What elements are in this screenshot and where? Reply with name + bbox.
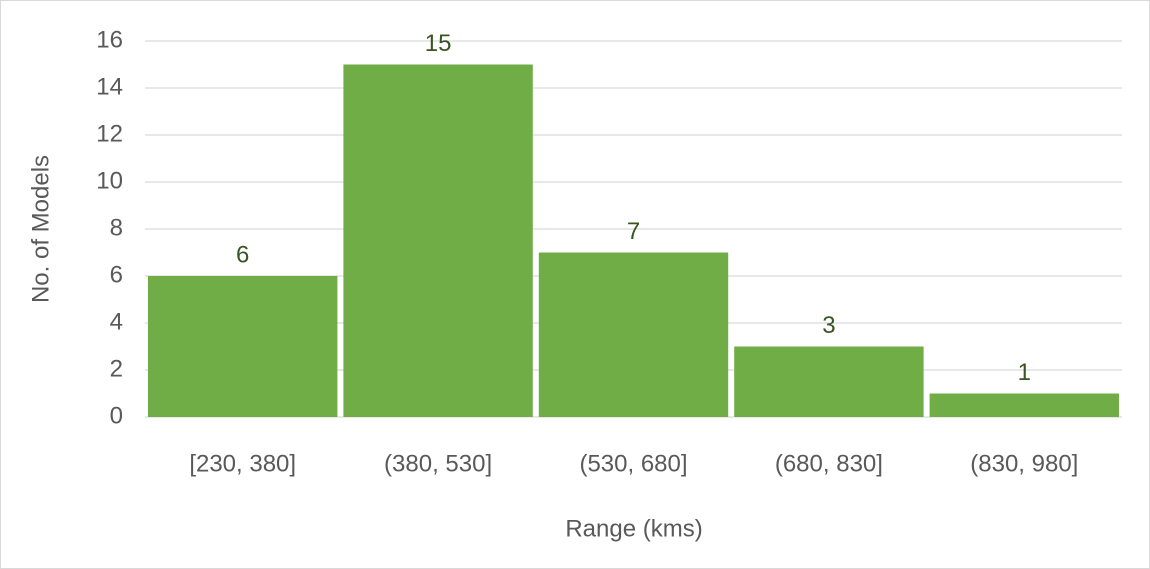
y-tick-label: 0 bbox=[110, 402, 123, 429]
bar bbox=[734, 346, 924, 417]
data-label: 7 bbox=[627, 218, 640, 245]
y-tick-label: 8 bbox=[110, 214, 123, 241]
y-axis-title: No. of Models bbox=[27, 155, 54, 303]
bar bbox=[929, 393, 1119, 417]
data-label: 1 bbox=[1018, 359, 1031, 386]
x-tick-label: [230, 380] bbox=[189, 450, 296, 477]
y-tick-label: 16 bbox=[96, 26, 123, 53]
x-axis-title: Range (kms) bbox=[565, 515, 702, 542]
x-tick-label: (530, 680] bbox=[579, 450, 687, 477]
bar bbox=[343, 64, 533, 417]
data-label: 3 bbox=[822, 312, 835, 339]
y-tick-label: 14 bbox=[96, 73, 123, 100]
x-tick-label: (680, 830] bbox=[775, 450, 883, 477]
bar bbox=[148, 276, 338, 417]
data-label: 15 bbox=[425, 30, 452, 57]
x-tick-label: (380, 530] bbox=[384, 450, 492, 477]
data-label: 6 bbox=[236, 241, 249, 268]
x-tick-label: (830, 980] bbox=[970, 450, 1078, 477]
bar bbox=[538, 252, 729, 417]
y-tick-label: 10 bbox=[96, 167, 123, 194]
y-tick-label: 2 bbox=[110, 355, 123, 382]
y-tick-label: 12 bbox=[96, 120, 123, 147]
y-tick-label: 4 bbox=[110, 308, 123, 335]
y-tick-label: 6 bbox=[110, 261, 123, 288]
